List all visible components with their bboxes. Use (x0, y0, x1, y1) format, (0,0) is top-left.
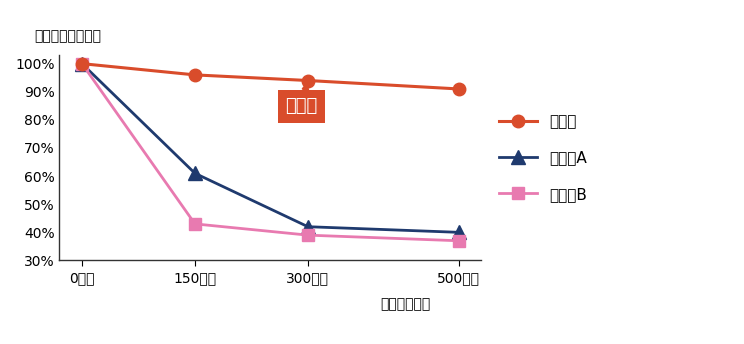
他社材A (454, 230, 463, 234)
他社材B (304, 233, 312, 237)
他社材A (190, 171, 199, 175)
Legend: 当社材, 他社材A, 他社材B: 当社材, 他社材A, 他社材B (493, 108, 594, 208)
他社材A (304, 225, 312, 229)
他社材B (190, 222, 199, 226)
Line: 他社材B: 他社材B (76, 57, 465, 247)
Text: 当社材: 当社材 (286, 84, 318, 116)
当社材 (304, 78, 312, 83)
Line: 他社材A: 他社材A (75, 57, 466, 239)
Text: （加熱時間）: （加熱時間） (380, 297, 430, 311)
他社材A (77, 62, 86, 66)
当社材 (77, 62, 86, 66)
他社材B (454, 239, 463, 243)
他社材B (77, 62, 86, 66)
Text: （蒸発残量比率）: （蒸発残量比率） (34, 29, 101, 43)
当社材 (190, 73, 199, 77)
Line: 当社材: 当社材 (76, 57, 465, 95)
当社材 (454, 87, 463, 91)
